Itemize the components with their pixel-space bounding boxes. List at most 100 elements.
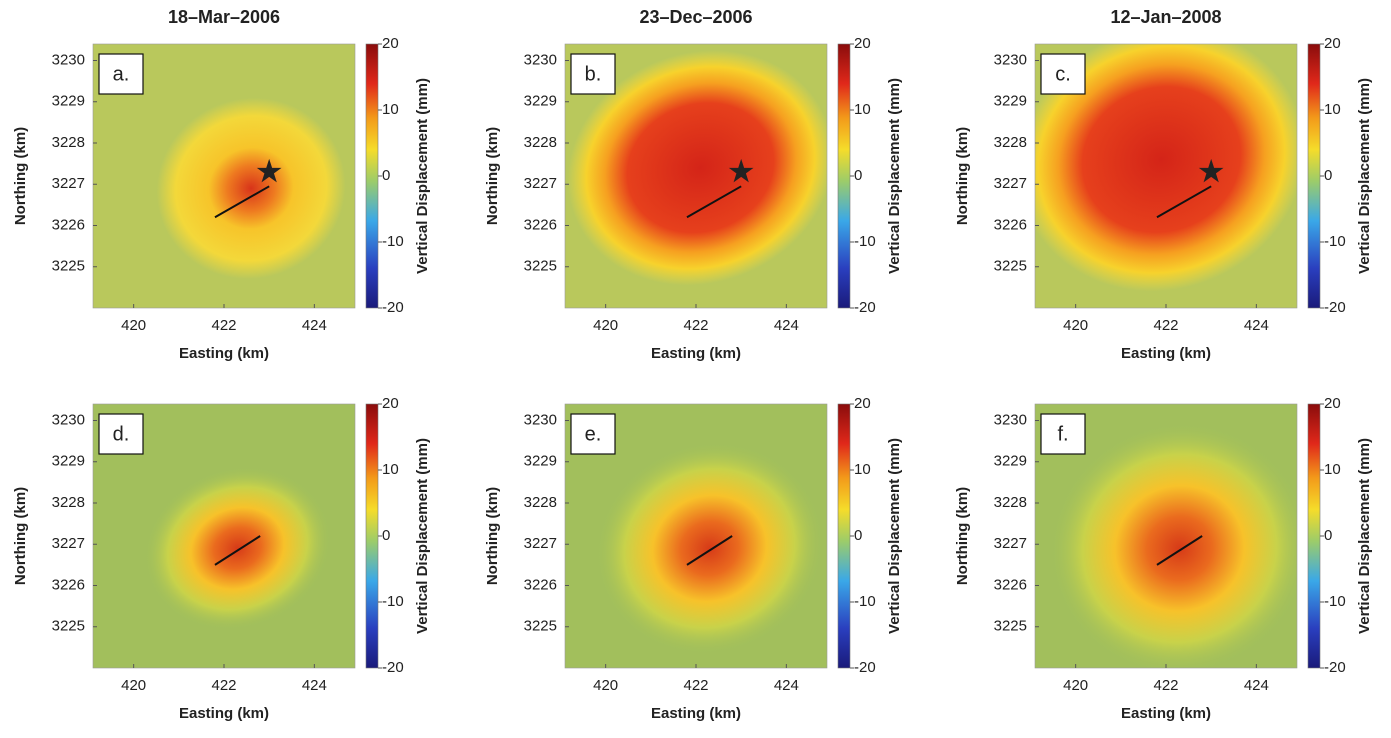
y-tick-label: 3225: [994, 258, 1027, 275]
x-axis-label: Easting (km): [651, 705, 741, 722]
x-axis-label: Easting (km): [179, 345, 269, 362]
panel-label: c.: [1055, 63, 1071, 85]
displacement-pattern: [1035, 44, 1297, 292]
y-tick-label: 3228: [524, 134, 557, 151]
y-tick-label: 3229: [524, 453, 557, 470]
colorbar-label: Vertical Displacement (mm): [414, 78, 431, 274]
colorbar-tick-label: -10: [382, 593, 404, 610]
y-tick-label: 3230: [52, 51, 85, 68]
y-tick-label: 3228: [524, 494, 557, 511]
colorbar: [365, 403, 379, 669]
y-tick-label: 3228: [994, 494, 1027, 511]
x-tick-label: 422: [683, 317, 708, 334]
y-tick-label: 3228: [994, 134, 1027, 151]
y-tick-label: 3227: [52, 175, 85, 192]
y-tick-label: 3226: [524, 576, 557, 593]
y-tick-label: 3227: [994, 175, 1027, 192]
colorbar: [365, 43, 379, 309]
fault-line: [1156, 535, 1203, 566]
heatmap: [565, 44, 827, 308]
colorbar-tick-label: 0: [854, 527, 862, 544]
colorbar-tick-label: 0: [854, 167, 862, 184]
displacement-pattern: [144, 466, 331, 631]
fault-line: [214, 535, 261, 566]
panel-label-box: [570, 53, 616, 95]
colorbar-tick-label: 20: [1324, 35, 1341, 52]
displacement-pattern: [567, 50, 827, 286]
fault-line: [686, 535, 733, 566]
source-star: [1198, 158, 1224, 183]
x-tick-label: 420: [1063, 317, 1088, 334]
panel-label-box: [1040, 53, 1086, 95]
y-tick-label: 3226: [994, 216, 1027, 233]
panel-label: e.: [585, 423, 602, 445]
chart-title: 12–Jan–2008: [1110, 7, 1221, 27]
y-axis-label: Northing (km): [12, 487, 29, 585]
colorbar-tick-label: -20: [1324, 659, 1346, 676]
y-axis-label: Northing (km): [484, 487, 501, 585]
colorbar-tick-label: 0: [1324, 527, 1332, 544]
x-axis-label: Easting (km): [179, 705, 269, 722]
x-tick-label: 422: [1153, 677, 1178, 694]
colorbar: [1307, 43, 1321, 309]
x-axis-label: Easting (km): [651, 345, 741, 362]
colorbar-tick-label: -20: [382, 299, 404, 316]
colorbar-tick-label: 20: [382, 395, 399, 412]
x-tick-label: 424: [1244, 317, 1269, 334]
y-tick-label: 3225: [994, 618, 1027, 635]
colorbar-tick-label: 10: [1324, 101, 1341, 118]
y-axis-label: Northing (km): [954, 487, 971, 585]
colorbar-tick-label: -20: [1324, 299, 1346, 316]
x-tick-label: 420: [121, 317, 146, 334]
y-axis-label: Northing (km): [12, 127, 29, 225]
x-tick-label: 422: [211, 677, 236, 694]
colorbar-tick-label: -10: [1324, 593, 1346, 610]
y-tick-label: 3229: [994, 453, 1027, 470]
colorbar-tick-label: 10: [854, 101, 871, 118]
y-tick-label: 3227: [994, 535, 1027, 552]
colorbar-label: Vertical Displacement (mm): [886, 438, 903, 634]
source-star: [728, 158, 754, 183]
colorbar-tick-label: -10: [854, 233, 876, 250]
panel-label-box: [570, 413, 616, 455]
panel-label: b.: [585, 63, 602, 85]
chart-title: 18–Mar–2006: [168, 7, 280, 27]
fault-line: [686, 185, 742, 219]
heatmap: [93, 44, 355, 308]
colorbar-label: Vertical Displacement (mm): [414, 438, 431, 634]
y-tick-label: 3229: [52, 453, 85, 470]
colorbar-tick-label: 20: [1324, 395, 1341, 412]
x-tick-label: 420: [593, 317, 618, 334]
y-tick-label: 3227: [52, 535, 85, 552]
y-axis-label: Northing (km): [484, 127, 501, 225]
x-tick-label: 424: [774, 677, 799, 694]
colorbar-tick-label: 0: [1324, 167, 1332, 184]
x-tick-label: 420: [1063, 677, 1088, 694]
y-tick-label: 3228: [52, 134, 85, 151]
panel-label: d.: [113, 423, 130, 445]
x-tick-label: 422: [211, 317, 236, 334]
y-tick-label: 3230: [524, 51, 557, 68]
colorbar-tick-label: -10: [1324, 233, 1346, 250]
y-tick-label: 3225: [52, 258, 85, 275]
colorbar-tick-label: 20: [854, 35, 871, 52]
y-tick-label: 3225: [52, 618, 85, 635]
x-axis-label: Easting (km): [1121, 705, 1211, 722]
colorbar-tick-label: 10: [1324, 461, 1341, 478]
y-tick-label: 3229: [524, 93, 557, 110]
x-tick-label: 422: [1153, 317, 1178, 334]
y-tick-label: 3225: [524, 618, 557, 635]
colorbar-label: Vertical Displacement (mm): [1356, 438, 1373, 634]
panel-label-box: [1040, 413, 1086, 455]
y-tick-label: 3230: [994, 411, 1027, 428]
y-tick-label: 3229: [994, 93, 1027, 110]
x-axis-label: Easting (km): [1121, 345, 1211, 362]
panel-label: a.: [113, 63, 130, 85]
colorbar-tick-label: -20: [382, 659, 404, 676]
colorbar: [837, 403, 851, 669]
y-tick-label: 3226: [994, 576, 1027, 593]
chart-title: 23–Dec–2006: [639, 7, 752, 27]
colorbar-tick-label: 0: [382, 527, 390, 544]
y-tick-label: 3225: [524, 258, 557, 275]
